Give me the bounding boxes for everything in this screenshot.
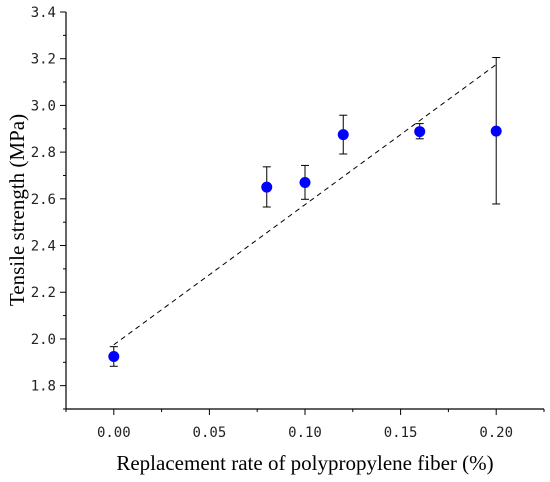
y-tick-label: 2.2 bbox=[31, 285, 56, 301]
y-tick-label: 3.0 bbox=[31, 98, 56, 114]
x-tick-label: 0.15 bbox=[384, 425, 418, 441]
y-tick-label: 2.0 bbox=[31, 332, 56, 348]
x-tick-label: 0.20 bbox=[479, 425, 513, 441]
y-axis-title: Tensile strength (MPa) bbox=[5, 114, 29, 306]
y-tick-label: 2.8 bbox=[31, 145, 56, 161]
x-tick-label: 0.05 bbox=[193, 425, 227, 441]
y-tick-label: 3.4 bbox=[31, 5, 56, 21]
x-tick-label: 0.10 bbox=[288, 425, 322, 441]
y-tick-label: 3.2 bbox=[31, 52, 56, 68]
y-tick-label: 2.6 bbox=[31, 192, 56, 208]
trendline bbox=[113, 64, 497, 346]
x-tick-label: 0.00 bbox=[97, 425, 131, 441]
y-tick-label: 1.8 bbox=[31, 379, 56, 395]
data-points bbox=[108, 125, 502, 362]
ticks: 1.8 2.0 2.2 2.4 2.6 2.8 3.0 3.2 3.4 0.00 0.05 0.10 0… bbox=[31, 5, 545, 441]
data-point bbox=[337, 129, 349, 141]
y-tick-label: 2.4 bbox=[31, 239, 56, 255]
error-bars bbox=[109, 57, 501, 367]
trendline-group bbox=[113, 64, 497, 346]
data-point bbox=[108, 350, 120, 362]
data-point bbox=[414, 126, 426, 138]
data-point bbox=[261, 181, 273, 193]
data-point bbox=[299, 176, 311, 188]
axes bbox=[65, 12, 544, 410]
x-axis-title: Replacement rate of polypropylene fiber … bbox=[116, 451, 493, 475]
data-point bbox=[490, 125, 502, 137]
